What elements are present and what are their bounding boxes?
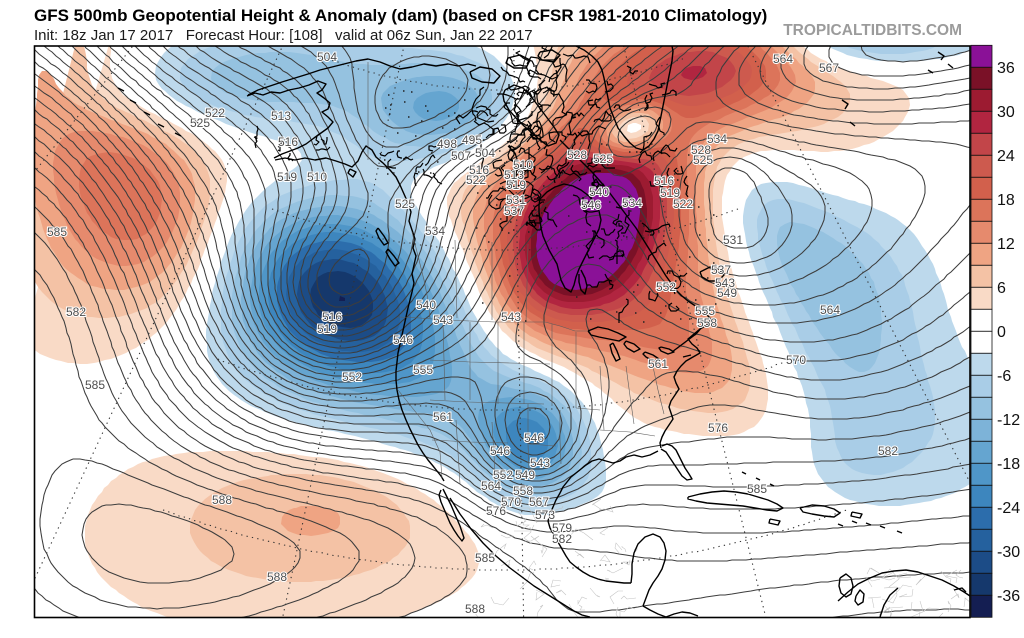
svg-text:519: 519 [660, 186, 680, 200]
svg-text:576: 576 [486, 504, 506, 518]
svg-text:582: 582 [552, 532, 572, 546]
svg-text:507: 507 [451, 149, 471, 163]
svg-text:540: 540 [589, 185, 609, 199]
svg-text:12: 12 [997, 236, 1015, 253]
svg-text:TROPICALTIDBITS.COM: TROPICALTIDBITS.COM [783, 22, 962, 39]
svg-text:-18: -18 [997, 456, 1020, 473]
svg-text:30: 30 [997, 104, 1015, 121]
svg-text:525: 525 [190, 116, 210, 130]
svg-text:561: 561 [648, 357, 668, 371]
svg-text:513: 513 [504, 168, 524, 182]
svg-text:588: 588 [465, 602, 485, 616]
svg-text:534: 534 [622, 196, 642, 210]
svg-text:549: 549 [515, 468, 535, 482]
svg-text:543: 543 [715, 276, 735, 290]
svg-text:567: 567 [819, 61, 839, 75]
svg-text:516: 516 [322, 310, 342, 324]
svg-text:531: 531 [723, 233, 743, 247]
svg-text:558: 558 [513, 484, 533, 498]
svg-text:567: 567 [529, 495, 549, 509]
svg-text:540: 540 [416, 298, 436, 312]
svg-text:555: 555 [413, 363, 433, 377]
svg-text:561: 561 [433, 410, 453, 424]
svg-text:552: 552 [493, 468, 513, 482]
svg-text:531: 531 [506, 193, 526, 207]
svg-text:504: 504 [317, 50, 337, 64]
svg-text:546: 546 [524, 431, 544, 445]
svg-text:576: 576 [708, 421, 728, 435]
svg-text:504: 504 [475, 146, 495, 160]
svg-text:-12: -12 [997, 412, 1020, 429]
svg-text:528: 528 [567, 148, 587, 162]
svg-text:498: 498 [437, 137, 457, 151]
svg-text:585: 585 [747, 482, 767, 496]
svg-text:-6: -6 [997, 368, 1011, 385]
svg-text:522: 522 [673, 197, 693, 211]
svg-text:0: 0 [997, 324, 1006, 341]
svg-text:Init: 18z Jan 17 2017 Foreca: Init: 18z Jan 17 2017 Forecast Hour: [10… [34, 27, 533, 44]
svg-text:543: 543 [530, 456, 550, 470]
svg-text:585: 585 [85, 378, 105, 392]
svg-text:537: 537 [504, 204, 524, 218]
svg-text:513: 513 [271, 109, 291, 123]
svg-text:549: 549 [717, 286, 737, 300]
svg-text:-30: -30 [997, 544, 1020, 561]
svg-text:579: 579 [552, 521, 572, 535]
svg-text:585: 585 [475, 551, 495, 565]
svg-text:546: 546 [490, 444, 510, 458]
svg-text:519: 519 [277, 170, 297, 184]
svg-text:534: 534 [707, 132, 727, 146]
svg-text:564: 564 [820, 303, 840, 317]
svg-text:519: 519 [317, 322, 337, 336]
svg-text:516: 516 [278, 135, 298, 149]
svg-text:522: 522 [205, 106, 225, 120]
svg-text:582: 582 [66, 305, 86, 319]
svg-text:582: 582 [878, 444, 898, 458]
svg-text:6: 6 [997, 280, 1006, 297]
svg-text:585: 585 [47, 225, 67, 239]
svg-text:516: 516 [654, 174, 674, 188]
svg-text:552: 552 [656, 280, 676, 294]
svg-text:-24: -24 [997, 500, 1020, 517]
svg-text:24: 24 [997, 148, 1015, 165]
svg-text:519: 519 [506, 178, 526, 192]
svg-text:558: 558 [697, 316, 717, 330]
svg-text:522: 522 [466, 173, 486, 187]
svg-text:564: 564 [773, 52, 793, 66]
svg-text:570: 570 [501, 495, 521, 509]
svg-text:525: 525 [395, 197, 415, 211]
svg-text:495: 495 [462, 133, 482, 147]
svg-text:552: 552 [342, 370, 362, 384]
svg-text:564: 564 [481, 479, 501, 493]
svg-text:588: 588 [267, 570, 287, 584]
svg-text:525: 525 [693, 153, 713, 167]
svg-text:18: 18 [997, 192, 1015, 209]
svg-text:510: 510 [307, 170, 327, 184]
svg-text:555: 555 [695, 304, 715, 318]
svg-text:528: 528 [691, 143, 711, 157]
svg-text:543: 543 [501, 310, 521, 324]
svg-text:573: 573 [535, 508, 555, 522]
svg-text:534: 534 [425, 224, 445, 238]
svg-text:588: 588 [212, 493, 232, 507]
svg-text:516: 516 [469, 163, 489, 177]
svg-text:546: 546 [393, 333, 413, 347]
svg-text:537: 537 [711, 263, 731, 277]
svg-text:36: 36 [997, 60, 1015, 77]
svg-text:525: 525 [593, 152, 613, 166]
svg-text:GFS 500mb Geopotential Height: GFS 500mb Geopotential Height & Anomaly … [34, 6, 767, 25]
svg-text:570: 570 [786, 353, 806, 367]
svg-text:510: 510 [513, 158, 533, 172]
svg-text:543: 543 [433, 313, 453, 327]
svg-text:546: 546 [581, 198, 601, 212]
svg-text:-36: -36 [997, 588, 1020, 605]
